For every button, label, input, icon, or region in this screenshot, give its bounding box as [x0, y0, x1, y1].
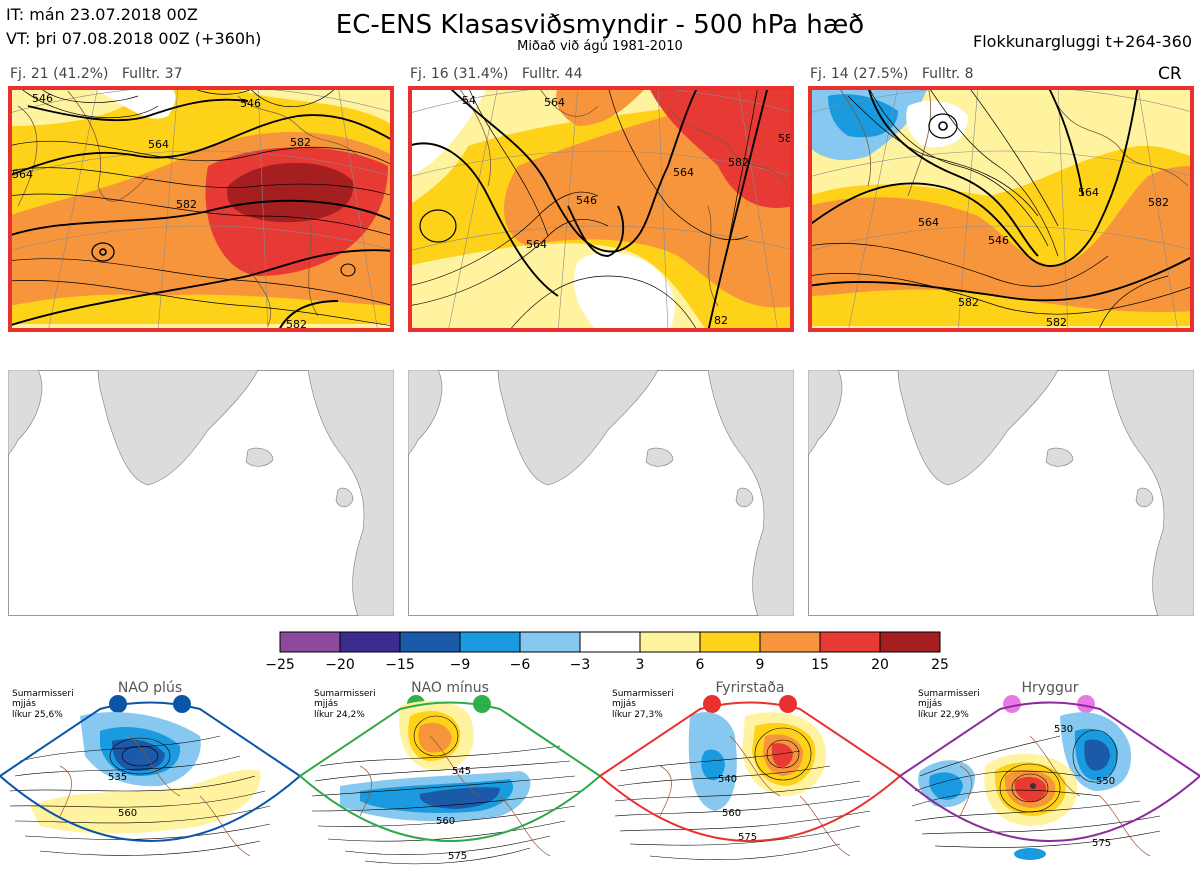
colorbar-tick-label: −15: [385, 657, 415, 673]
contour-label: 582: [1148, 196, 1169, 209]
page-title: EC-ENS Klasasviðsmyndir - 500 hPa hæð: [335, 10, 865, 40]
page-subtitle: Miðað við ágú 1981-2010: [517, 39, 683, 54]
colorbar-swatch: [879, 631, 941, 653]
colorbar-tick-label: 3: [636, 657, 645, 673]
colorbar-swatch: [759, 631, 821, 653]
representative-map-3: [808, 370, 1194, 616]
regime-dot: [779, 695, 797, 713]
contour-label: 582: [290, 136, 311, 149]
contour-label: 582: [1046, 316, 1067, 329]
contour-label: 545: [452, 766, 471, 777]
colorbar-swatch: [699, 631, 761, 653]
contour-label: 582: [286, 318, 307, 331]
regime-season: Sumarmisseri: [918, 689, 980, 699]
contour-label: 575: [1092, 838, 1111, 849]
colorbar-tick-label: 9: [756, 657, 765, 673]
valid-time: VT: þri 07.08.2018 00Z (+360h): [6, 29, 262, 48]
colorbar: −25 −20 −15 −9 −6 −3 3 6 9 15 20 25: [265, 631, 949, 673]
contour-label: 564: [12, 168, 33, 181]
regime-dot: [1003, 695, 1021, 713]
colorbar-swatch: [639, 631, 701, 653]
cluster-3-map: 564 546 564 582 582 582: [808, 86, 1194, 332]
colorbar-swatch: [819, 631, 881, 653]
contour-label: 582: [728, 156, 749, 169]
contour-label: 564: [526, 238, 547, 251]
colorbar-tick-label: −20: [325, 657, 355, 673]
colorbar-swatch: [459, 631, 521, 653]
regime-qualifier: mjjás: [612, 699, 636, 709]
regime-nao-minus: NAO mínus Sumarmisseri mjjás líkur 24,2%…: [298, 680, 602, 865]
contour-label: 564: [673, 166, 694, 179]
colorbar-tick-label: 20: [871, 657, 889, 673]
init-time: IT: mán 23.07.2018 00Z: [6, 5, 198, 24]
window-label: Flokkunargluggi t+264-360: [973, 32, 1192, 51]
contour-label: 560: [436, 816, 455, 827]
contour-label: 564: [544, 96, 565, 109]
regime-title: NAO mínus: [411, 680, 489, 696]
contour-label: 535: [108, 772, 127, 783]
colorbar-swatch: [579, 631, 641, 653]
contour-label: 564: [1078, 186, 1099, 199]
contour-label: 564: [918, 216, 939, 229]
regime-likelihood: líkur 27,3%: [612, 710, 663, 720]
regime-likelihood: líkur 22,9%: [918, 710, 969, 720]
contour-label: 540: [718, 774, 737, 785]
contour-label: 582: [176, 198, 197, 211]
regime-dot: [703, 695, 721, 713]
regime-likelihood: líkur 24,2%: [314, 710, 365, 720]
colorbar-swatch: [339, 631, 401, 653]
contour-label: 546: [576, 194, 597, 207]
regime-qualifier: mjjás: [314, 699, 338, 709]
colorbar-tick-label: −9: [450, 657, 471, 673]
cr-label: CR: [1158, 64, 1182, 84]
contour-label: 546: [240, 97, 261, 110]
regime-likelihood: líkur 25,6%: [12, 710, 63, 720]
contour-label: 575: [448, 851, 467, 862]
colorbar-tick-label: −6: [510, 657, 531, 673]
regime-title: Fyrirstaða: [716, 680, 785, 696]
regime-blocking: Fyrirstaða Sumarmisseri mjjás líkur 27,3…: [598, 680, 902, 860]
regime-dot: [1077, 695, 1095, 713]
regime-ridge: Hryggur Sumarmisseri mjjás líkur 22,9% 5…: [898, 680, 1200, 860]
contour-label: 560: [118, 808, 137, 819]
colorbar-tick-label: 6: [696, 657, 705, 673]
regime-qualifier: mjjás: [918, 699, 942, 709]
contour-label: 560: [722, 808, 741, 819]
cluster-1-label: Fj. 21 (41.2%) Fulltr. 37: [10, 66, 183, 82]
contour-label: 546: [32, 92, 53, 105]
colorbar-swatch: [399, 631, 461, 653]
contour-label: 82: [714, 314, 728, 327]
colorbar-swatch: [519, 631, 581, 653]
cluster-2-map: 54 564 564 582 546 564 582 82: [408, 86, 794, 332]
regime-season: Sumarmisseri: [612, 689, 674, 699]
regime-dot: [473, 695, 491, 713]
representative-map-1: [8, 370, 394, 616]
cluster-3-label: Fj. 14 (27.5%) Fulltr. 8: [810, 66, 974, 82]
contour-label: 582: [958, 296, 979, 309]
regime-season: Sumarmisseri: [314, 689, 376, 699]
contour-label: 54: [462, 94, 476, 107]
cluster-1-map: 546 546 564 564 582 582 582: [8, 86, 394, 332]
regime-title: NAO plús: [118, 680, 182, 696]
contour-label: 550: [1096, 776, 1115, 787]
cluster-2-label: Fj. 16 (31.4%) Fulltr. 44: [410, 66, 583, 82]
representative-map-2: [408, 370, 794, 616]
colorbar-tick-label: −3: [570, 657, 591, 673]
contour-label: 530: [1054, 724, 1073, 735]
contour-label: 564: [148, 138, 169, 151]
regime-qualifier: mjjás: [12, 699, 36, 709]
regime-dot: [173, 695, 191, 713]
regime-season: Sumarmisseri: [12, 689, 74, 699]
contour-label: 546: [988, 234, 1009, 247]
regime-nao-plus: NAO plús Sumarmisseri mjjás líkur 25,6% …: [0, 680, 302, 857]
regime-title: Hryggur: [1022, 680, 1079, 696]
colorbar-tick-label: 25: [931, 657, 949, 673]
contour-label: 575: [738, 832, 757, 843]
regime-panels: NAO plús Sumarmisseri mjjás líkur 25,6% …: [0, 680, 1200, 865]
colorbar-tick-label: 15: [811, 657, 829, 673]
colorbar-tick-label: −25: [265, 657, 295, 673]
regime-dot: [109, 695, 127, 713]
colorbar-swatch: [279, 631, 341, 653]
